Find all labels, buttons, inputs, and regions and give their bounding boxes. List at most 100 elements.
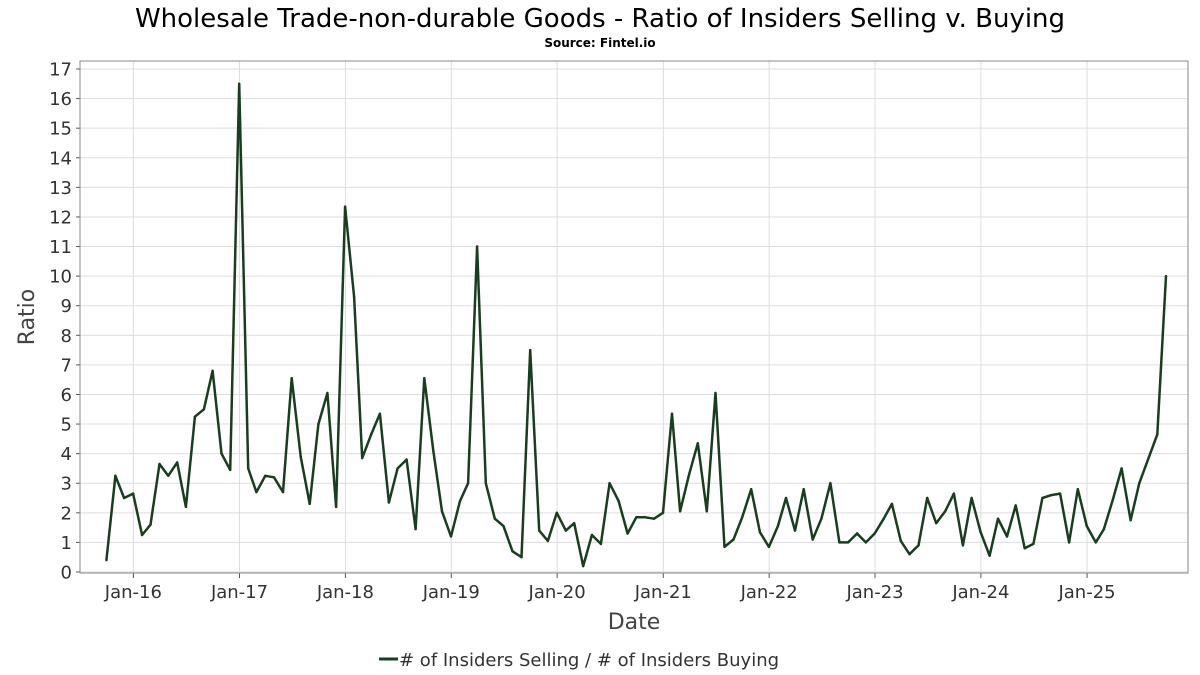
- x-axis: Jan-16 Jan-17 Jan-18 Jan-19 Jan-20 Jan-21 Jan-…: [104, 573, 1116, 603]
- data-point: [281, 490, 285, 494]
- series-line: [105, 82, 1168, 568]
- data-point: [475, 245, 479, 248]
- data-point: [1067, 541, 1071, 544]
- data-point: [272, 476, 276, 479]
- data-point: [802, 488, 805, 491]
- data-point: [696, 442, 699, 445]
- data-point: [829, 482, 832, 485]
- data-point: [1014, 504, 1017, 507]
- data-point: [264, 474, 267, 477]
- x-tick-label: Jan-21: [634, 582, 692, 603]
- data-point: [555, 511, 558, 514]
- data-point: [767, 545, 771, 549]
- data-point: [687, 473, 691, 476]
- data-point: [229, 468, 232, 472]
- x-tick-label: Jan-19: [422, 582, 480, 603]
- data-point: [158, 462, 161, 466]
- data-point: [440, 510, 444, 513]
- y-tick-label: 4: [61, 444, 72, 465]
- y-tick-label: 1: [61, 533, 72, 554]
- data-point: [811, 538, 814, 541]
- data-point: [864, 541, 867, 544]
- data-point: [846, 541, 850, 544]
- series-layer: [105, 82, 1168, 568]
- grid: [80, 61, 1188, 573]
- data-point: [466, 482, 470, 485]
- data-point: [678, 510, 682, 513]
- data-point: [167, 474, 170, 477]
- data-point: [387, 501, 391, 504]
- data-point: [758, 530, 762, 534]
- data-point: [979, 530, 982, 534]
- data-point: [776, 524, 780, 528]
- data-point: [899, 539, 902, 543]
- data-point: [996, 517, 1000, 520]
- y-tick-label: 5: [61, 415, 72, 436]
- x-tick-label: Jan-25: [1057, 582, 1115, 603]
- data-point: [343, 205, 347, 208]
- data-point: [961, 544, 965, 547]
- data-point: [493, 517, 496, 520]
- data-point: [882, 517, 885, 520]
- data-point: [714, 391, 717, 395]
- y-tick-label: 0: [61, 563, 72, 584]
- x-tick-label: Jan-18: [316, 582, 374, 603]
- data-point: [114, 474, 117, 477]
- legend: # of Insiders Selling / # of Insiders Bu…: [379, 650, 779, 671]
- data-point: [952, 492, 956, 495]
- data-point: [793, 529, 797, 532]
- data-point: [255, 490, 258, 494]
- data-point: [670, 412, 674, 415]
- data-point: [1005, 535, 1009, 538]
- data-point: [247, 467, 250, 470]
- data-point: [105, 559, 108, 562]
- data-point: [414, 527, 417, 531]
- data-point: [317, 422, 320, 426]
- data-point: [599, 542, 603, 546]
- data-point: [732, 538, 735, 541]
- x-tick-label: Jan-22: [740, 582, 798, 603]
- plot-frame: [79, 60, 1189, 574]
- x-tick-label: Jan-16: [104, 582, 162, 603]
- data-point: [122, 496, 126, 500]
- data-point: [546, 539, 550, 543]
- data-point: [1156, 433, 1159, 436]
- y-tick-label: 14: [49, 148, 72, 169]
- data-point: [423, 377, 426, 380]
- data-point: [1050, 493, 1053, 497]
- data-point: [193, 415, 197, 418]
- y-tick-label: 6: [61, 385, 72, 406]
- data-point: [529, 348, 532, 352]
- data-point: [378, 412, 382, 415]
- data-point: [149, 523, 152, 526]
- data-point: [396, 467, 399, 470]
- data-point: [1164, 274, 1168, 278]
- data-point: [661, 511, 665, 514]
- y-tick-label: 17: [49, 60, 72, 81]
- data-point: [511, 550, 514, 553]
- data-point: [564, 529, 567, 532]
- data-point: [970, 496, 973, 500]
- data-point: [873, 532, 876, 535]
- data-point: [184, 505, 188, 509]
- data-point: [1129, 519, 1132, 522]
- data-point: [1138, 482, 1141, 485]
- data-point: [750, 488, 753, 491]
- data-point: [1085, 524, 1089, 528]
- y-tick-label: 13: [49, 178, 72, 199]
- data-point: [573, 522, 576, 525]
- data-point: [652, 517, 656, 520]
- data-point: [176, 461, 179, 464]
- data-point: [290, 377, 293, 380]
- y-tick-label: 11: [49, 237, 72, 258]
- x-tick-label: Jan-24: [951, 582, 1009, 603]
- y-tick-label: 12: [49, 207, 72, 228]
- y-tick-label: 8: [61, 326, 72, 347]
- y-tick-label: 16: [49, 89, 72, 110]
- data-point: [582, 564, 585, 568]
- data-point: [590, 533, 594, 537]
- data-point: [644, 516, 647, 519]
- legend-label: # of Insiders Selling / # of Insiders Bu…: [399, 650, 779, 671]
